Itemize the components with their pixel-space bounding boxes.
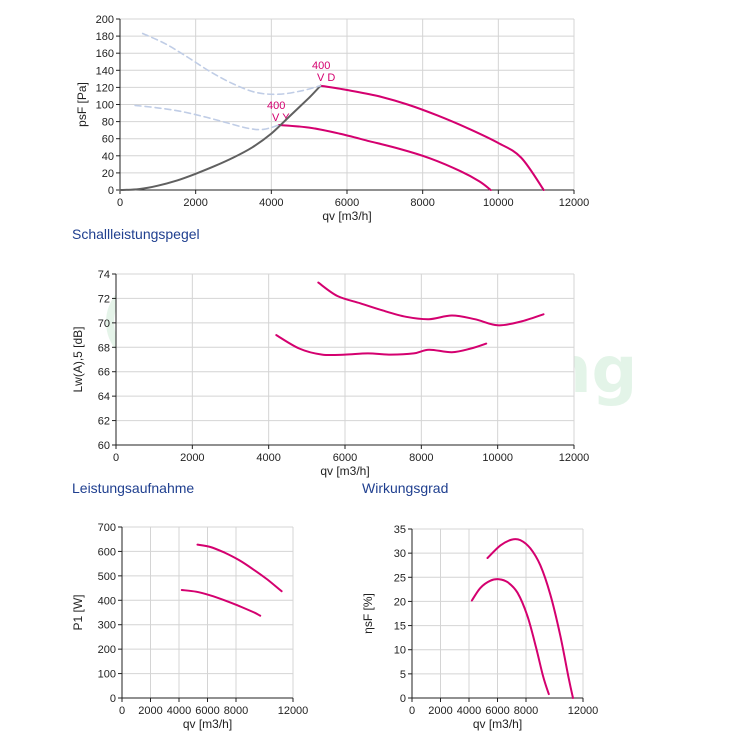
- x-tick-label: 2000: [180, 452, 204, 464]
- curve-label: 400: [267, 100, 285, 112]
- x-tick-label: 2000: [183, 197, 207, 209]
- sound-series-line-1: [275, 334, 488, 357]
- efficiency-y-axis-label: ηsF [%]: [361, 593, 375, 634]
- x-tick-label: 2000: [428, 705, 452, 717]
- x-tick-label: 8000: [410, 197, 434, 209]
- pressure-series-line-3: [141, 32, 322, 96]
- sound-section-title: Schallleistungspegel: [72, 226, 200, 242]
- curve-label: V D: [317, 72, 335, 84]
- y-tick-label: 15: [394, 621, 406, 633]
- y-tick-label: 100: [96, 100, 114, 112]
- y-tick-label: 10: [394, 645, 406, 657]
- y-tick-label: 0: [400, 693, 406, 705]
- power-section-title: Leistungsaufnahme: [72, 480, 195, 496]
- x-tick-label: 4000: [167, 705, 191, 717]
- sound-grid: [116, 273, 575, 445]
- pressure-series-line-1: [277, 124, 492, 191]
- y-tick-label: 60: [98, 440, 110, 452]
- y-tick-label: 5: [400, 669, 406, 681]
- x-tick-label: 6000: [195, 705, 219, 717]
- x-tick-label: 0: [113, 452, 119, 464]
- efficiency-section-title: Wirkungsgrad: [362, 480, 449, 496]
- power-y-axis-label: P1 [W]: [71, 594, 85, 630]
- y-tick-label: 30: [394, 548, 406, 560]
- y-tick-label: 180: [96, 31, 114, 43]
- x-tick-label: 0: [119, 705, 125, 717]
- y-tick-label: 600: [98, 546, 116, 558]
- x-tick-label: 6000: [333, 452, 357, 464]
- x-tick-label: 10000: [482, 452, 513, 464]
- sound-y-axis-label: Lw(A),5 [dB]: [71, 326, 85, 392]
- curve-label: 400: [312, 60, 330, 72]
- x-tick-label: 12000: [278, 705, 309, 717]
- sound-series-line-0: [317, 281, 545, 327]
- x-tick-label: 10000: [483, 197, 514, 209]
- x-tick-label: 0: [117, 197, 123, 209]
- y-tick-label: 400: [98, 595, 116, 607]
- sound-chart: 0 2000 4000 6000 8000 10000 12000 60 62 64 66 68 70 7…: [71, 269, 589, 478]
- y-tick-label: 66: [98, 367, 110, 379]
- power-grid: [122, 526, 294, 698]
- y-tick-label: 40: [102, 151, 114, 163]
- y-tick-label: 140: [96, 65, 114, 77]
- y-tick-label: 0: [108, 185, 114, 197]
- y-tick-label: 70: [98, 318, 110, 330]
- y-tick-label: 500: [98, 571, 116, 583]
- efficiency-series-line-1: [470, 578, 550, 696]
- power-chart: 0 2000 4000 6000 8000 12000 0 100 200 300 400 500 60…: [71, 522, 308, 731]
- power-series-line-0: [196, 543, 283, 593]
- pressure-series-line-0: [319, 84, 545, 191]
- x-tick-label: 6000: [485, 705, 509, 717]
- x-tick-label: 4000: [457, 705, 481, 717]
- x-tick-label: 4000: [256, 452, 280, 464]
- x-tick-label: 12000: [568, 705, 599, 717]
- x-tick-label: 6000: [335, 197, 359, 209]
- x-tick-label: 12000: [559, 452, 590, 464]
- efficiency-series-line-0: [486, 537, 574, 699]
- y-tick-label: 60: [102, 134, 114, 146]
- pressure-chart: 0 2000 4000 6000 8000 10000 12000 0 20 40 60 80 100 1…: [75, 14, 589, 223]
- y-tick-label: 62: [98, 416, 110, 428]
- sound-x-axis-label: qv [m3/h]: [320, 464, 369, 478]
- y-tick-label: 160: [96, 48, 114, 60]
- y-tick-label: 120: [96, 82, 114, 94]
- y-tick-label: 35: [394, 524, 406, 536]
- y-tick-label: 200: [96, 14, 114, 26]
- y-tick-label: 300: [98, 620, 116, 632]
- x-tick-label: 8000: [514, 705, 538, 717]
- pressure-grid: [120, 18, 575, 190]
- y-tick-label: 0: [110, 693, 116, 705]
- y-tick-label: 20: [102, 168, 114, 180]
- pressure-series-line-4: [134, 104, 280, 131]
- y-tick-label: 700: [98, 522, 116, 534]
- x-tick-label: 12000: [559, 197, 590, 209]
- y-tick-label: 74: [98, 269, 110, 281]
- x-tick-label: 0: [409, 705, 415, 717]
- y-tick-label: 72: [98, 293, 110, 305]
- x-tick-label: 8000: [409, 452, 433, 464]
- x-tick-label: 8000: [224, 705, 248, 717]
- x-tick-label: 4000: [259, 197, 283, 209]
- pressure-series-line-2: [119, 84, 322, 191]
- power-series-line-1: [180, 589, 262, 617]
- y-tick-label: 100: [98, 669, 116, 681]
- y-tick-label: 68: [98, 342, 110, 354]
- power-x-axis-label: qv [m3/h]: [183, 717, 232, 731]
- pressure-x-axis-label: qv [m3/h]: [322, 209, 371, 223]
- y-tick-label: 20: [394, 596, 406, 608]
- y-tick-label: 64: [98, 391, 110, 403]
- y-tick-label: 25: [394, 572, 406, 584]
- efficiency-x-axis-label: qv [m3/h]: [473, 717, 522, 731]
- y-tick-label: 200: [98, 644, 116, 656]
- x-tick-label: 2000: [138, 705, 162, 717]
- efficiency-chart: 0 2000 4000 6000 8000 12000 0 5 10 15 20 25 30 35 qv […: [361, 524, 598, 731]
- y-tick-label: 80: [102, 117, 114, 129]
- pressure-y-axis-label: psF [Pa]: [75, 82, 89, 127]
